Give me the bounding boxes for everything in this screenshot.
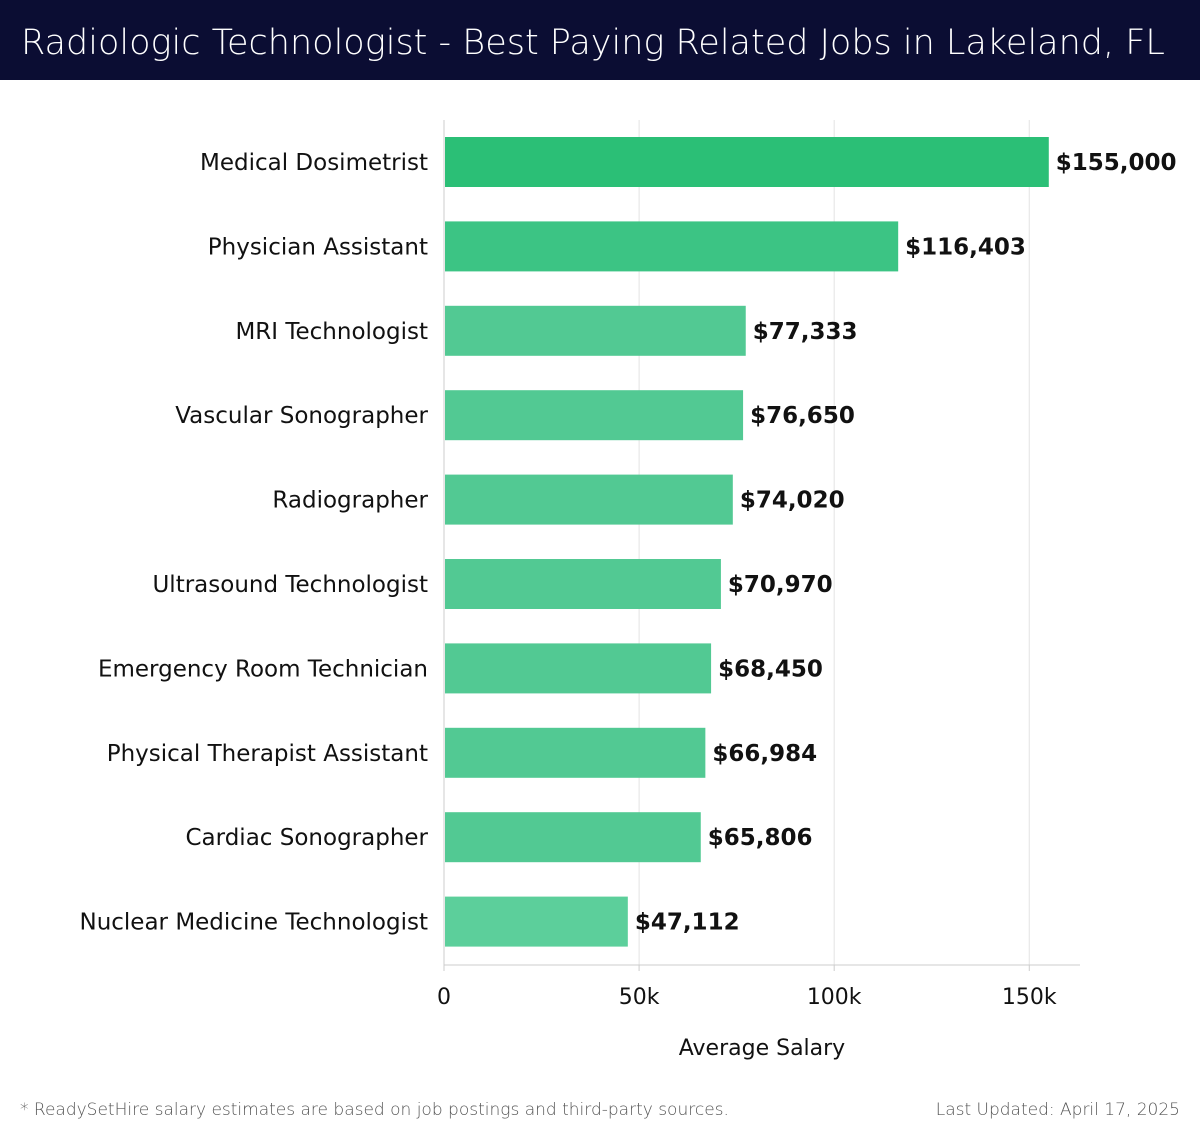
value-label: $116,403 xyxy=(905,234,1026,260)
bar-emergency-room-technician xyxy=(445,643,712,694)
value-label: $76,650 xyxy=(750,403,855,429)
category-label: Nuclear Medicine Technologist xyxy=(79,910,428,936)
bar-physical-therapist-assistant xyxy=(445,727,706,778)
x-tick-label: 150k xyxy=(1002,985,1057,1010)
category-label: Cardiac Sonographer xyxy=(186,825,429,851)
value-label: $66,984 xyxy=(712,741,817,767)
title-bar: Radiologic Technologist - Best Paying Re… xyxy=(0,0,1200,80)
value-label: $68,450 xyxy=(718,656,823,682)
x-tick-label: 50k xyxy=(619,985,660,1010)
category-label: Emergency Room Technician xyxy=(98,656,428,682)
category-label: Radiographer xyxy=(272,488,428,514)
axes: 0 50k 100k 150k xyxy=(437,120,1080,1010)
footer-note: * ReadySetHire salary estimates are base… xyxy=(20,1100,729,1120)
value-label: $155,000 xyxy=(1056,150,1177,176)
bar-physician-assistant xyxy=(445,221,899,272)
category-label: Vascular Sonographer xyxy=(175,403,428,429)
value-label: $65,806 xyxy=(708,825,813,851)
bar-radiographer xyxy=(445,474,733,525)
bar-nuclear-medicine-technologist xyxy=(445,896,628,947)
value-label: $77,333 xyxy=(753,319,858,345)
bar-mri-technologist xyxy=(445,305,746,356)
category-label: Physician Assistant xyxy=(208,234,428,260)
bar-cardiac-sonographer xyxy=(445,812,701,863)
bar-ultrasound-technologist xyxy=(445,559,721,609)
category-label: Ultrasound Technologist xyxy=(152,572,428,598)
category-label: Physical Therapist Assistant xyxy=(107,741,428,767)
value-label: $47,112 xyxy=(635,910,740,936)
value-label: $74,020 xyxy=(740,488,845,514)
category-label: Medical Dosimetrist xyxy=(200,150,428,176)
x-tick-label: 0 xyxy=(437,985,451,1010)
bar-vascular-sonographer xyxy=(445,390,744,441)
page-title: Radiologic Technologist - Best Paying Re… xyxy=(21,23,1165,63)
labels: Medical Dosimetrist $155,000 Physician Ass… xyxy=(79,150,1176,936)
category-label: MRI Technologist xyxy=(235,319,428,345)
last-updated: Last Updated: April 17, 2025 xyxy=(935,1100,1180,1120)
x-tick-label: 100k xyxy=(807,985,862,1010)
value-label: $70,970 xyxy=(728,572,833,598)
x-axis-title: Average Salary xyxy=(679,1036,845,1061)
bar-medical-dosimetrist xyxy=(445,137,1049,187)
bars xyxy=(445,137,1049,947)
